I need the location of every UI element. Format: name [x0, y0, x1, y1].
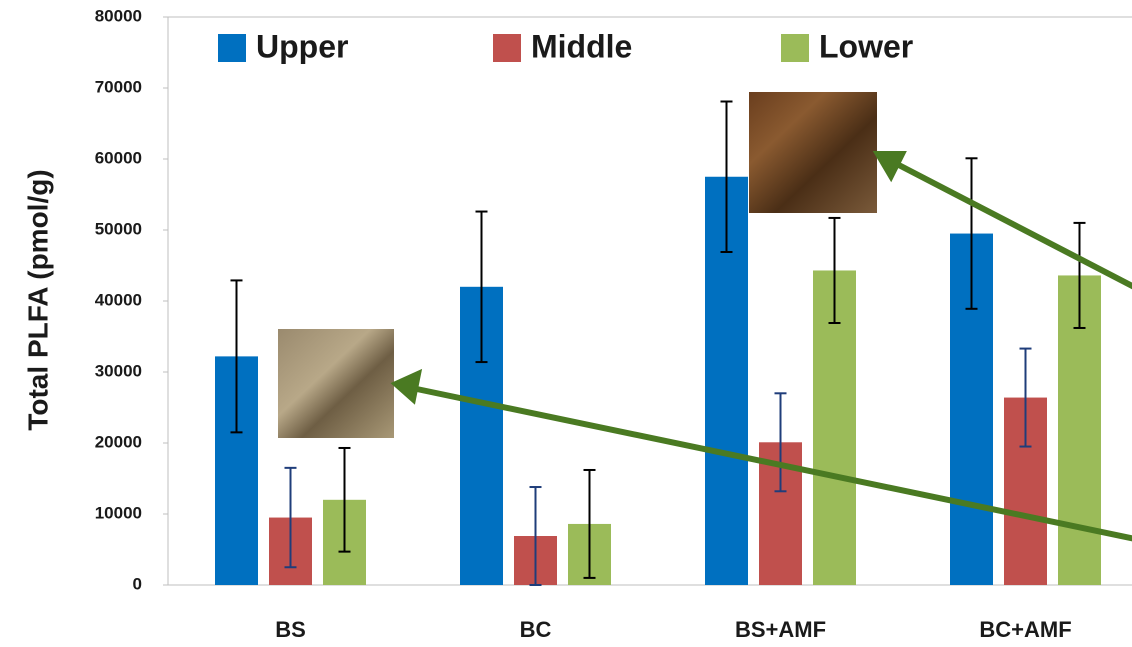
legend-label: Upper — [256, 28, 348, 64]
x-tick-label: BS+AMF — [735, 617, 826, 642]
y-tick-label: 50000 — [95, 219, 142, 238]
y-tick-label: 30000 — [95, 361, 142, 380]
legend-label: Lower — [819, 28, 913, 64]
y-tick-label: 60000 — [95, 148, 142, 167]
chart: Total PLFA (pmol/g) 0 10000 20000 30000 4000… — [0, 0, 1132, 647]
x-tick-label: BS — [275, 617, 306, 642]
y-tick-label: 80000 — [95, 6, 142, 25]
y-tick-label: 20000 — [95, 432, 142, 451]
y-tick-label: 10000 — [95, 503, 142, 522]
legend-label: Middle — [531, 28, 632, 64]
y-tick-label: 40000 — [95, 290, 142, 309]
y-axis-label: Total PLFA (pmol/g) — [22, 169, 53, 430]
x-tick-label: BC+AMF — [979, 617, 1071, 642]
x-tick-label: BC — [520, 617, 552, 642]
y-tick-label: 0 — [133, 574, 142, 593]
arrow-head — [396, 374, 418, 399]
legend-swatch — [493, 34, 521, 62]
arrow-head — [878, 154, 902, 176]
legend-swatch — [781, 34, 809, 62]
y-tick-label: 70000 — [95, 77, 142, 96]
legend-swatch — [218, 34, 246, 62]
inset-photo — [278, 329, 394, 438]
plot: 0 10000 20000 30000 40000 50000 60000 70000 8000… — [95, 6, 1132, 641]
inset-photo — [749, 92, 877, 213]
arrow — [893, 162, 1132, 290]
